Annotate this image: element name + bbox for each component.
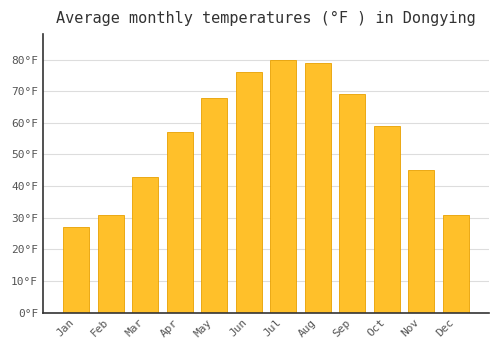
Bar — [98, 215, 124, 313]
Bar — [201, 98, 227, 313]
Bar — [236, 72, 262, 313]
Bar — [442, 215, 468, 313]
Bar — [339, 94, 365, 313]
Title: Average monthly temperatures (°F ) in Dongying: Average monthly temperatures (°F ) in Do… — [56, 11, 476, 26]
Bar — [132, 177, 158, 313]
Bar — [270, 60, 296, 313]
Bar — [63, 227, 89, 313]
Bar — [408, 170, 434, 313]
Bar — [166, 132, 192, 313]
Bar — [304, 63, 330, 313]
Bar — [374, 126, 400, 313]
